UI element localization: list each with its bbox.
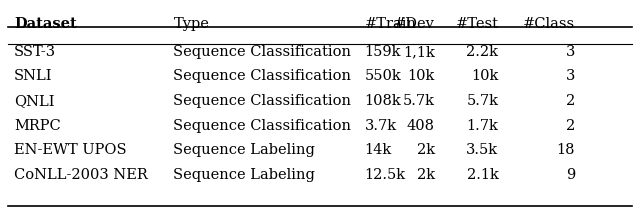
Text: Sequence Classification: Sequence Classification bbox=[173, 70, 351, 83]
Text: SNLI: SNLI bbox=[14, 70, 52, 83]
Text: MRPC: MRPC bbox=[14, 119, 61, 133]
Text: 10k: 10k bbox=[407, 70, 435, 83]
Text: 12.5k: 12.5k bbox=[365, 168, 406, 182]
Text: 159k: 159k bbox=[365, 45, 401, 59]
Text: 9: 9 bbox=[566, 168, 575, 182]
Text: Sequence Labeling: Sequence Labeling bbox=[173, 143, 316, 157]
Text: 408: 408 bbox=[406, 119, 435, 133]
Text: 2k: 2k bbox=[417, 143, 435, 157]
Text: 2k: 2k bbox=[417, 168, 435, 182]
Text: QNLI: QNLI bbox=[14, 94, 54, 108]
Text: 2: 2 bbox=[566, 119, 575, 133]
Text: 2.2k: 2.2k bbox=[467, 45, 499, 59]
Text: #Train: #Train bbox=[365, 17, 417, 31]
Text: Type: Type bbox=[173, 17, 209, 31]
Text: EN-EWT UPOS: EN-EWT UPOS bbox=[14, 143, 127, 157]
Text: Sequence Classification: Sequence Classification bbox=[173, 45, 351, 59]
Text: 108k: 108k bbox=[365, 94, 401, 108]
Text: 1,1k: 1,1k bbox=[403, 45, 435, 59]
Text: 3.7k: 3.7k bbox=[365, 119, 397, 133]
Text: 3: 3 bbox=[566, 70, 575, 83]
Text: 2.1k: 2.1k bbox=[467, 168, 499, 182]
Text: SST-3: SST-3 bbox=[14, 45, 56, 59]
Text: 5.7k: 5.7k bbox=[467, 94, 499, 108]
Text: Sequence Labeling: Sequence Labeling bbox=[173, 168, 316, 182]
Text: 10k: 10k bbox=[471, 70, 499, 83]
Text: 3.5k: 3.5k bbox=[467, 143, 499, 157]
Text: #Dev: #Dev bbox=[394, 17, 435, 31]
Text: 3: 3 bbox=[566, 45, 575, 59]
Text: 1.7k: 1.7k bbox=[467, 119, 499, 133]
Text: Sequence Classification: Sequence Classification bbox=[173, 119, 351, 133]
Text: Sequence Classification: Sequence Classification bbox=[173, 94, 351, 108]
Text: 550k: 550k bbox=[365, 70, 401, 83]
Text: 5.7k: 5.7k bbox=[403, 94, 435, 108]
Text: 14k: 14k bbox=[365, 143, 392, 157]
Text: Dataset: Dataset bbox=[14, 17, 77, 31]
Text: #Test: #Test bbox=[456, 17, 499, 31]
Text: #Class: #Class bbox=[523, 17, 575, 31]
Text: 18: 18 bbox=[556, 143, 575, 157]
Text: CoNLL-2003 NER: CoNLL-2003 NER bbox=[14, 168, 148, 182]
Text: 2: 2 bbox=[566, 94, 575, 108]
